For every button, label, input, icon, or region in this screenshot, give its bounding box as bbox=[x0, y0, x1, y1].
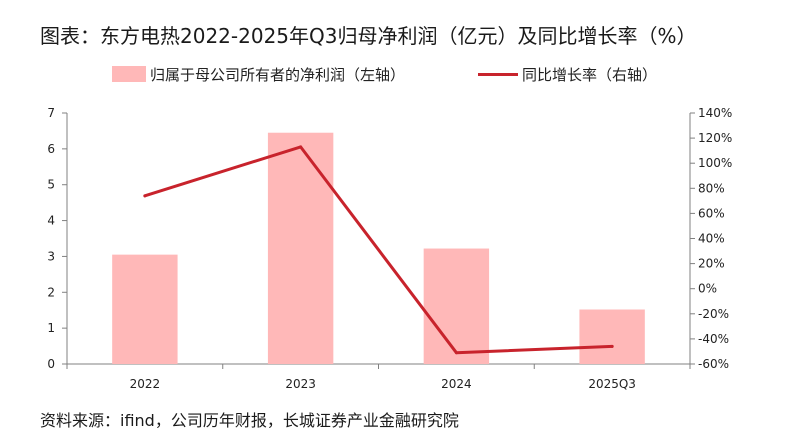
right-y-tick-label: 100% bbox=[698, 156, 732, 170]
bar-net-profit bbox=[112, 254, 178, 364]
right-y-tick-label: 0% bbox=[698, 282, 717, 296]
right-y-tick-label: -20% bbox=[698, 307, 729, 321]
line-growth-rate bbox=[143, 145, 614, 355]
bar-net-profit bbox=[267, 132, 334, 364]
legend-line-swatch bbox=[478, 72, 518, 76]
x-tick-label: 2025Q3 bbox=[588, 377, 636, 391]
bar-net-profit bbox=[423, 248, 490, 364]
left-y-tick-label: 3 bbox=[47, 249, 55, 263]
left-y-tick-label: 2 bbox=[47, 285, 55, 299]
bar-net-profit bbox=[579, 309, 645, 364]
legend-item-growth-rate: 同比增长率（右轴） bbox=[478, 64, 657, 86]
right-y-tick-label: 20% bbox=[698, 257, 725, 271]
line-growth-rate-point bbox=[299, 145, 303, 149]
bars-layer bbox=[112, 132, 645, 364]
line-growth-rate-point bbox=[610, 344, 614, 348]
x-tick-label: 2022 bbox=[130, 377, 161, 391]
right-y-tick-label: 120% bbox=[698, 131, 732, 145]
legend-item-net-profit: 归属于母公司所有者的净利润（左轴） bbox=[112, 64, 405, 86]
chart-legend: 归属于母公司所有者的净利润（左轴） 同比增长率（右轴） bbox=[0, 64, 785, 86]
right-y-tick-label: 80% bbox=[698, 181, 725, 195]
x-tick-label: 2024 bbox=[441, 377, 472, 391]
chart-title: 图表：东方电热2022-2025年Q3归母净利润（亿元）及同比增长率（%） bbox=[40, 24, 697, 48]
left-y-tick-label: 1 bbox=[47, 321, 55, 335]
legend-bar-swatch bbox=[112, 66, 146, 82]
right-y-tick-label: 40% bbox=[698, 232, 725, 246]
right-y-tick-label: 140% bbox=[698, 106, 732, 120]
line-growth-rate-point bbox=[454, 351, 458, 355]
x-tick-label: 2023 bbox=[285, 377, 316, 391]
right-y-tick-label: -40% bbox=[698, 332, 729, 346]
source-note: 资料来源：ifind，公司历年财报，长城证券产业金融研究院 bbox=[40, 411, 459, 430]
left-y-tick-label: 7 bbox=[47, 106, 55, 120]
left-y-tick-label: 4 bbox=[47, 214, 55, 228]
legend-label-net-profit: 归属于母公司所有者的净利润（左轴） bbox=[150, 66, 406, 84]
left-y-tick-label: 6 bbox=[47, 142, 55, 156]
left-y-tick-label: 0 bbox=[47, 357, 55, 371]
right-y-tick-label: 60% bbox=[698, 206, 725, 220]
line-layer bbox=[143, 145, 614, 355]
legend-label-growth-rate: 同比增长率（右轴） bbox=[522, 66, 658, 84]
left-y-tick-label: 5 bbox=[47, 178, 55, 192]
line-growth-rate-point bbox=[143, 194, 147, 198]
right-y-tick-label: -60% bbox=[698, 357, 729, 371]
